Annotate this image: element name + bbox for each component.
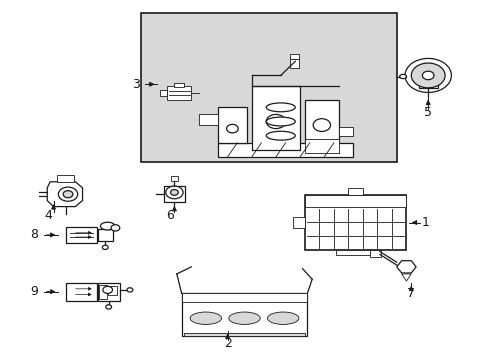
Ellipse shape xyxy=(399,75,406,78)
Text: 1: 1 xyxy=(421,216,429,229)
Bar xyxy=(218,107,246,143)
Text: 8: 8 xyxy=(30,229,38,242)
Text: 3: 3 xyxy=(132,78,140,91)
Bar xyxy=(251,86,300,150)
Ellipse shape xyxy=(265,117,295,126)
Circle shape xyxy=(165,186,183,199)
Bar xyxy=(98,283,120,301)
Bar xyxy=(305,139,338,153)
Circle shape xyxy=(102,245,108,249)
Circle shape xyxy=(265,114,285,129)
Bar xyxy=(305,195,406,250)
Bar xyxy=(57,175,74,182)
Text: 5: 5 xyxy=(424,106,431,119)
Circle shape xyxy=(127,288,133,292)
Bar xyxy=(305,100,338,143)
Circle shape xyxy=(226,124,238,133)
Bar xyxy=(290,59,299,68)
Bar xyxy=(167,86,191,100)
Bar xyxy=(65,227,97,243)
Bar xyxy=(292,217,305,228)
Bar xyxy=(218,143,352,157)
Circle shape xyxy=(404,58,450,93)
Ellipse shape xyxy=(267,312,298,324)
Bar xyxy=(181,293,307,302)
Circle shape xyxy=(63,191,73,198)
Text: 9: 9 xyxy=(30,285,38,298)
Circle shape xyxy=(410,63,444,88)
Bar xyxy=(160,90,167,96)
Bar xyxy=(181,293,307,336)
Bar xyxy=(170,176,178,181)
Circle shape xyxy=(58,187,78,201)
Bar xyxy=(418,75,437,88)
Bar xyxy=(140,13,396,162)
Text: 2: 2 xyxy=(223,337,231,350)
Circle shape xyxy=(105,305,111,309)
Bar xyxy=(163,186,184,202)
Ellipse shape xyxy=(190,312,221,324)
Ellipse shape xyxy=(100,222,115,230)
Polygon shape xyxy=(396,261,415,273)
Bar xyxy=(348,188,362,195)
Bar xyxy=(336,250,374,255)
Circle shape xyxy=(170,190,178,195)
Bar xyxy=(99,284,106,299)
Circle shape xyxy=(422,71,433,80)
Bar xyxy=(65,283,97,301)
Bar xyxy=(290,54,299,59)
Text: 7: 7 xyxy=(407,287,414,300)
Bar xyxy=(338,127,352,136)
Bar xyxy=(305,195,406,207)
Bar xyxy=(98,229,112,241)
Polygon shape xyxy=(47,182,82,207)
Ellipse shape xyxy=(228,312,260,324)
Bar xyxy=(198,114,218,125)
Ellipse shape xyxy=(265,103,295,112)
Text: 6: 6 xyxy=(165,209,173,222)
Circle shape xyxy=(312,119,330,131)
Ellipse shape xyxy=(111,225,120,231)
Bar xyxy=(107,286,117,295)
Bar xyxy=(183,333,305,336)
Circle shape xyxy=(102,286,112,293)
Ellipse shape xyxy=(265,131,295,140)
Text: 4: 4 xyxy=(45,209,53,222)
Bar xyxy=(174,82,183,87)
Bar xyxy=(369,250,380,257)
Polygon shape xyxy=(401,274,410,281)
